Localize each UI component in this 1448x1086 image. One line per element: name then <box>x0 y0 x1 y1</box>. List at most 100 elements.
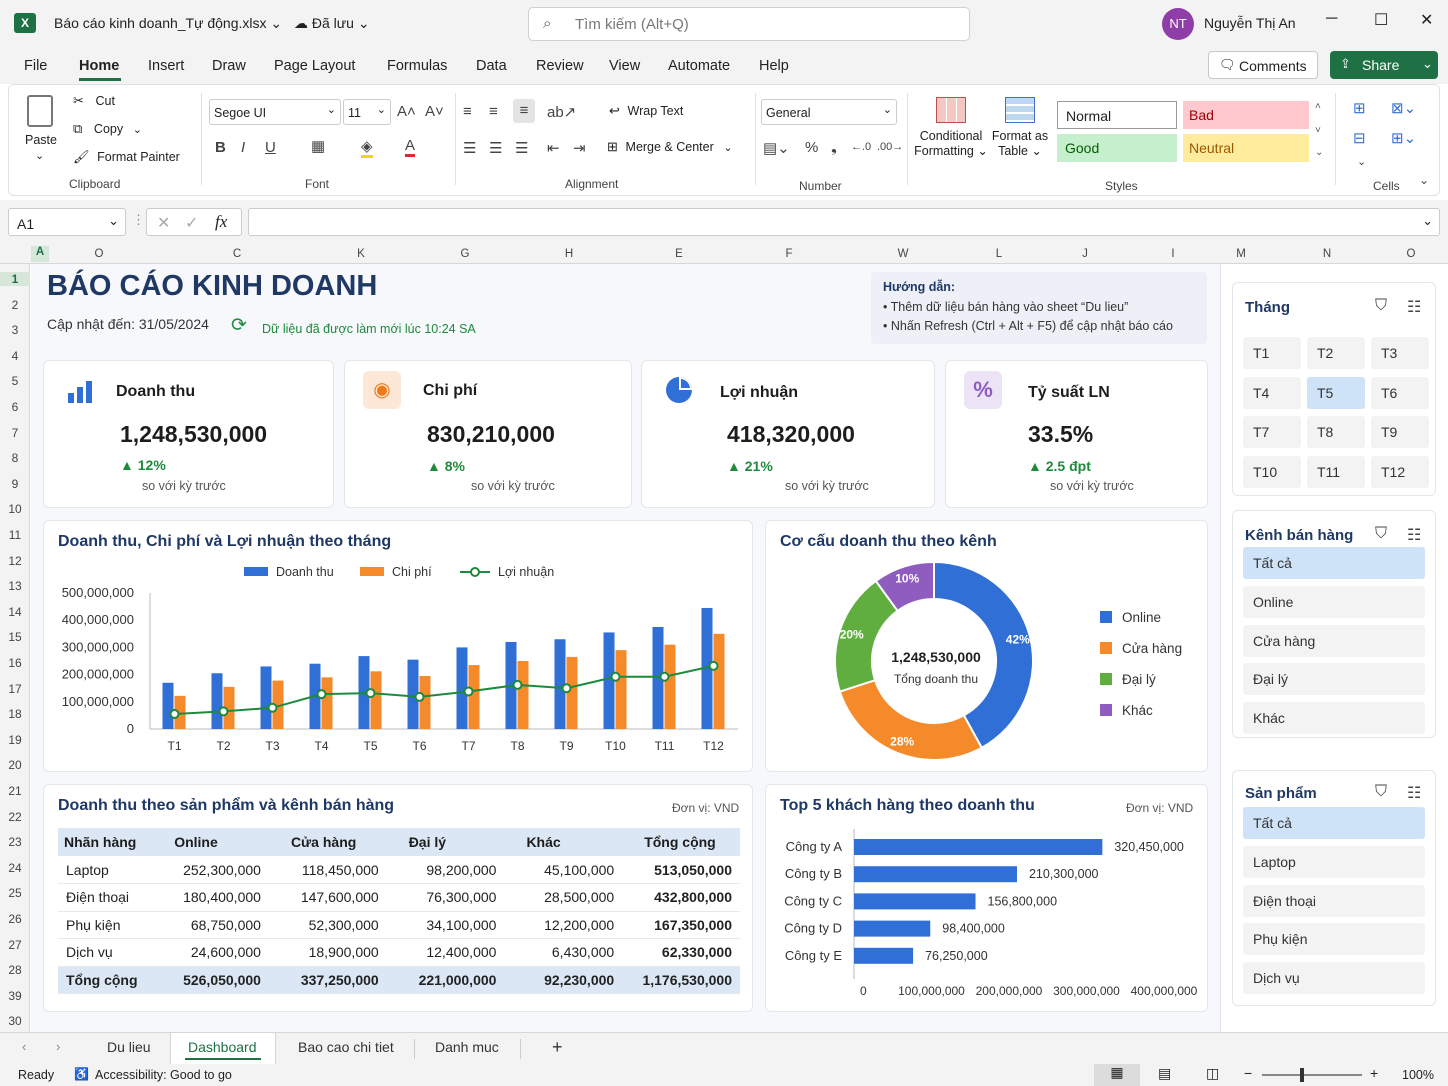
style-good[interactable]: Good <box>1057 134 1177 162</box>
zoom-slider[interactable] <box>1262 1068 1362 1082</box>
share-button[interactable]: ⇪ Share ⌄ <box>1330 51 1438 79</box>
table-cell[interactable]: 45,100,000 <box>504 856 623 884</box>
table-cell[interactable]: 432,800,000 <box>622 883 740 912</box>
column-header[interactable]: K <box>357 248 365 260</box>
filename-button[interactable]: Báo cáo kinh doanh_Tự động.xlsx ⌄ <box>54 15 282 32</box>
row-header[interactable]: 16 <box>8 656 22 670</box>
menu-view[interactable]: View <box>609 58 641 74</box>
format-as-table-button[interactable]: Format as Table ⌄ <box>989 95 1051 175</box>
enter-icon[interactable]: ✓ <box>185 215 199 232</box>
row-header[interactable]: 5 <box>11 374 19 389</box>
table-total-cell[interactable]: 337,250,000 <box>268 966 387 994</box>
cut-button[interactable]: ✂ Cut <box>73 93 115 109</box>
menu-file[interactable]: File <box>24 58 48 74</box>
table-total-cell[interactable]: 221,000,000 <box>386 966 505 994</box>
slicer-item[interactable]: Cửa hàng <box>1243 624 1425 657</box>
row-header[interactable]: 3 <box>11 323 19 338</box>
table-cell[interactable]: Điện thoại <box>58 883 153 912</box>
row-header[interactable]: 13 <box>8 579 22 594</box>
filter-icon[interactable]: ⛉ <box>1375 783 1388 800</box>
column-header[interactable]: G <box>460 248 470 260</box>
row-header[interactable]: 14 <box>8 604 22 619</box>
slicer-item-t2[interactable]: T2 <box>1307 337 1365 369</box>
slicer-item[interactable]: Dịch vụ <box>1243 962 1425 995</box>
table-cell[interactable]: 252,300,000 <box>152 856 269 884</box>
format-menu-icon[interactable]: ⊞⌄ <box>1391 130 1417 147</box>
slicer-item[interactable]: Online <box>1243 585 1425 618</box>
row-header[interactable]: 26 <box>8 912 22 926</box>
comma-style-icon[interactable]: ❟ <box>831 139 837 156</box>
slicer-item-t7[interactable]: T7 <box>1243 416 1301 448</box>
zoom-slider-thumb[interactable] <box>1300 1068 1304 1082</box>
accounting-icon[interactable]: ▤⌄ <box>763 140 790 157</box>
table-cell[interactable]: Laptop <box>58 856 153 884</box>
styles-scroll-up-icon[interactable]: ˄ <box>1315 101 1321 112</box>
borders-icon[interactable]: ▦ <box>311 138 326 155</box>
cancel-icon[interactable]: ✕ <box>157 215 171 232</box>
ribbon-collapse-icon[interactable]: ⌄ <box>1419 173 1430 187</box>
row-header[interactable]: 17 <box>8 681 22 696</box>
slicer-item-t6[interactable]: T6 <box>1371 376 1429 409</box>
row-header[interactable]: 7 <box>11 425 19 440</box>
italic-icon[interactable]: I <box>241 139 246 156</box>
table-cell[interactable]: 12,400,000 <box>386 938 505 967</box>
style-bad[interactable]: Bad <box>1183 101 1309 129</box>
percent-style-icon[interactable]: % <box>805 139 819 156</box>
column-header[interactable]: O <box>1406 248 1416 260</box>
column-header[interactable]: L <box>995 248 1003 260</box>
menu-review[interactable]: Review <box>536 58 584 74</box>
column-header[interactable]: H <box>564 248 574 260</box>
column-header[interactable]: C <box>232 248 242 260</box>
select-all-corner[interactable] <box>0 244 30 264</box>
row-header[interactable]: 22 <box>8 809 22 824</box>
name-box[interactable]: A1 ⌄ <box>8 208 126 236</box>
row-header[interactable]: 2 <box>11 297 19 312</box>
column-header[interactable]: A <box>31 246 49 262</box>
format-cells-icon[interactable]: ⊟ <box>1353 130 1366 147</box>
comments-button[interactable]: 🗨 Comments <box>1208 51 1318 79</box>
menu-draw[interactable]: Draw <box>212 58 246 74</box>
menu-automate[interactable]: Automate <box>668 58 731 74</box>
table-total-cell[interactable]: 92,230,000 <box>504 966 623 994</box>
page-layout-view-icon[interactable]: ▤ <box>1158 1065 1172 1081</box>
wrap-text-button[interactable]: ↩ Wrap Text <box>609 103 683 119</box>
table-cell[interactable]: 18,900,000 <box>268 938 387 967</box>
saved-status-button[interactable]: ☁ Đã lưu ⌄ <box>294 15 370 32</box>
accessibility-status[interactable]: Accessibility: Good to go <box>95 1068 232 1082</box>
row-header[interactable]: 30 <box>8 1014 22 1029</box>
multi-select-icon[interactable]: ☷ <box>1407 299 1422 316</box>
row-header[interactable]: 39 <box>8 988 22 1003</box>
row-header[interactable]: 12 <box>8 553 22 568</box>
column-header[interactable]: E <box>675 248 683 260</box>
add-sheet-button[interactable]: + <box>552 1037 563 1057</box>
row-header[interactable]: 1 <box>0 272 30 286</box>
table-cell[interactable]: 34,100,000 <box>386 911 505 939</box>
row-header[interactable]: 28 <box>8 963 22 978</box>
close-icon[interactable]: ✕ <box>1420 12 1434 29</box>
chevron-down-icon[interactable]: ⌄ <box>1357 156 1367 168</box>
normal-view-icon[interactable]: ▦ <box>1094 1064 1140 1086</box>
menu-data[interactable]: Data <box>476 58 507 74</box>
slicer-item[interactable]: Tất cả <box>1243 547 1425 579</box>
slicer-item[interactable]: Đại lý <box>1243 663 1425 696</box>
insert-cells-icon[interactable]: ⊞ <box>1353 100 1366 117</box>
slicer-item-t9[interactable]: T9 <box>1371 416 1429 448</box>
filter-icon[interactable]: ⛉ <box>1375 297 1388 314</box>
style-normal[interactable]: Normal <box>1057 101 1177 129</box>
table-cell[interactable]: 52,300,000 <box>268 911 387 939</box>
number-format-select[interactable]: General ⌄ <box>761 99 897 125</box>
multi-select-icon[interactable]: ☷ <box>1407 785 1422 802</box>
column-header[interactable]: J <box>1082 248 1088 260</box>
menu-formulas[interactable]: Formulas <box>387 58 448 74</box>
table-cell[interactable]: 24,600,000 <box>152 938 269 967</box>
search-box[interactable]: ⌕ Tìm kiếm (Alt+Q) <box>528 7 970 41</box>
tab-danh-muc[interactable]: Danh muc <box>435 1039 499 1055</box>
table-cell[interactable]: Phụ kiện <box>58 911 153 939</box>
slicer-item-t3[interactable]: T3 <box>1371 337 1429 369</box>
styles-more-icon[interactable]: ⌄ <box>1315 147 1324 158</box>
format-painter-button[interactable]: 🖌 Format Painter <box>73 149 180 165</box>
menu-help[interactable]: Help <box>759 58 789 74</box>
table-cell[interactable]: 180,400,000 <box>152 883 269 912</box>
align-top-icon[interactable]: ≡ <box>463 103 472 120</box>
align-bottom-icon[interactable]: ≡ <box>513 99 535 123</box>
